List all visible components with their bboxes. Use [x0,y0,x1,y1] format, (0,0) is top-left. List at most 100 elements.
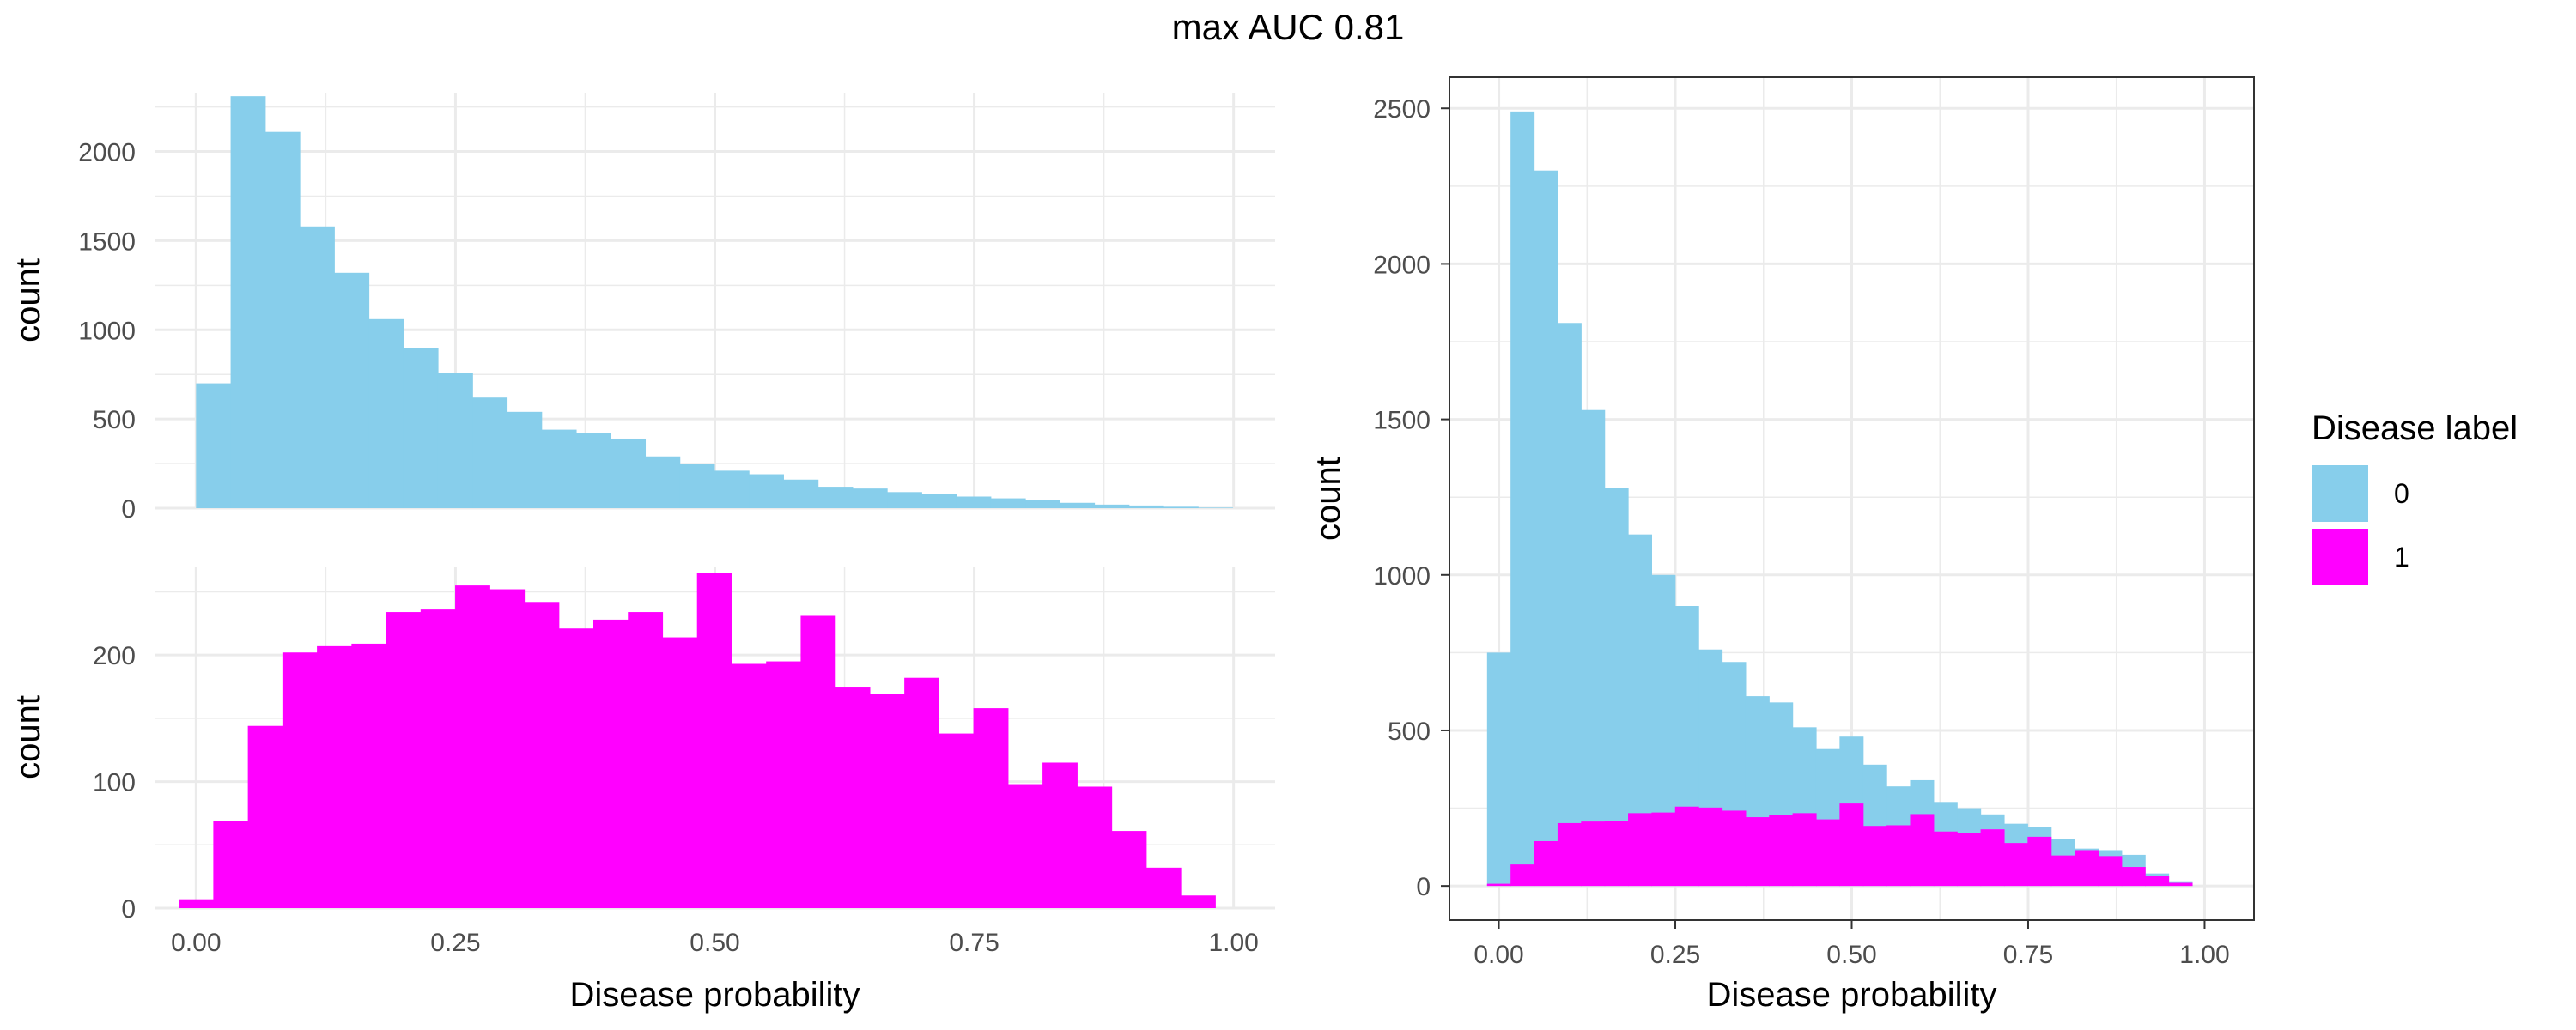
y-tick-label: 1500 [1373,407,1431,435]
x-tick-label: 0.25 [1650,941,1700,969]
histogram-bar [386,612,422,908]
x-tick-label: 0.75 [949,929,999,957]
chart-title: max AUC 0.81 [1171,7,1405,47]
histogram-bar [1486,652,1511,887]
histogram-bar [1745,817,1770,887]
x-tick-label: 0.25 [430,929,480,957]
y-tick-label: 2000 [78,139,136,167]
histogram-bar [403,348,439,508]
histogram-bar [990,498,1026,508]
histogram-bar [593,619,629,908]
x-tick-label: 0.50 [1826,941,1876,969]
x-tick-label: 0.50 [690,929,739,957]
y-tick-label: 1000 [1373,562,1431,591]
histogram-bar [1128,505,1164,508]
histogram-bar [213,821,249,908]
x-axis-title: Disease probability [1707,976,1997,1014]
y-tick-label: 100 [93,769,136,797]
histogram-bar [1060,502,1096,508]
x-axis-title: Disease probability [570,976,860,1014]
histogram-bar [1486,883,1511,887]
histogram-bar [1094,504,1130,508]
histogram-bar [264,131,301,508]
histogram-bar [1581,409,1606,887]
histogram-bar [2121,867,2146,887]
legend-swatch-0 [2312,465,2368,522]
histogram-bar [230,96,266,508]
x-tick-label: 0.75 [2003,941,2053,969]
x-tick-label: 0.00 [171,929,221,957]
y-tick-label: 1000 [78,317,136,345]
legend-label-0: 0 [2394,478,2409,509]
histogram-bar [334,272,370,508]
histogram-bar [835,687,871,908]
histogram-bar [645,456,681,508]
histogram-bar [317,645,352,908]
histogram-bar [2075,850,2099,887]
histogram-bar [524,602,560,908]
histogram-bar [1510,864,1535,887]
histogram-bar [611,438,647,508]
histogram-bar [749,474,784,508]
legend-title: Disease label [2312,409,2518,447]
histogram-bar [2003,843,2028,887]
histogram-bar [196,383,232,508]
histogram-bar [1815,819,1840,887]
histogram-bar [766,661,802,908]
histogram-bar [1722,810,1747,887]
histogram-bar [1886,825,1911,887]
histogram-bar [939,733,975,908]
histogram-bar [904,677,939,908]
histogram-bar [1042,762,1078,908]
histogram-bar [1181,895,1216,908]
histogram-bar [1792,813,1817,887]
y-axis-title: count [9,258,47,342]
y-axis-title: count [1309,457,1347,541]
histogram-bar [1957,833,1982,887]
legend-label-1: 1 [2394,542,2409,573]
y-tick-label: 2000 [1373,251,1431,279]
histogram-bar [921,494,957,508]
histogram-bar [300,226,335,508]
legend-swatch-1 [2312,529,2368,585]
y-tick-label: 500 [1388,718,1431,746]
y-tick-label: 0 [121,495,136,524]
histogram-bar [368,318,404,508]
histogram-bar [869,694,905,908]
histogram-bar [179,899,214,908]
histogram-bar [2098,856,2123,887]
histogram-bar [1077,786,1113,908]
histogram-bar [1557,323,1582,887]
histogram-panel-top-left: 0 500 1000 1500 2000 count [9,93,1275,524]
histogram-bar [679,464,715,508]
histogram-bar [1604,488,1629,887]
histogram-bar [714,470,750,508]
histogram-bar [455,585,490,908]
x-tick-label: 0.00 [1473,941,1523,969]
histogram-bar [1163,506,1199,508]
y-tick-label: 500 [93,406,136,434]
histogram-bar [1198,507,1234,508]
histogram-bar [662,637,698,908]
x-tick-label: 1.00 [2179,941,2229,969]
histogram-bar [2050,855,2075,887]
histogram-bar [1910,814,1935,887]
histogram-bar [1581,821,1606,887]
histogram-bar [852,488,888,508]
histogram-bar [1933,831,1958,887]
histogram-bar [247,725,283,908]
histogram-bar [731,663,767,908]
histogram-bar [696,573,732,908]
histogram-bar [1862,826,1887,887]
histogram-bar [489,589,526,908]
histogram-panel-bottom-left: 0 100 200 0.00 0.25 0.50 0.75 1.00 count Disease … [9,566,1275,1014]
y-axis-title: count [9,695,47,779]
y-tick-label: 0 [1416,873,1431,901]
legend: Disease label 0 1 [2312,409,2518,585]
histogram-bar [628,612,664,908]
histogram-bar [1839,803,1864,887]
histogram-bar [1145,867,1182,908]
histogram-panel-right: 0 500 1000 1500 2000 2500 0.00 0.25 0.50 0.75 1.00… [1309,76,2255,1014]
histogram-bar [420,609,456,908]
